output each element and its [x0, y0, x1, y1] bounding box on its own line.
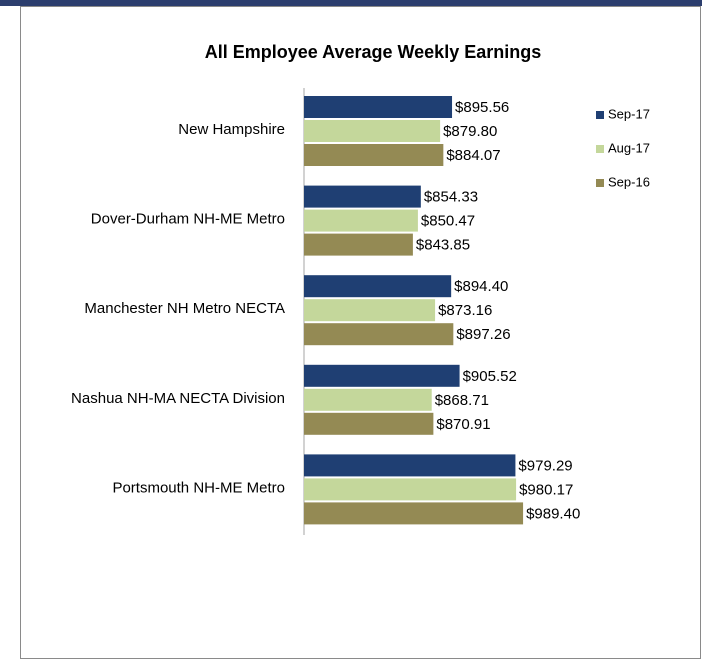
value-label: $895.56: [455, 99, 509, 116]
category-label: Manchester NH Metro NECTA: [84, 300, 285, 317]
legend-swatch: [596, 111, 604, 119]
bar: [304, 412, 434, 435]
value-label: $850.47: [421, 213, 475, 230]
bar: [304, 120, 441, 142]
bar: [304, 502, 524, 525]
bar: [304, 96, 453, 118]
bar: [304, 364, 460, 387]
value-label: $843.85: [416, 237, 470, 254]
value-label: $989.40: [526, 505, 580, 522]
chart-title: All Employee Average Weekly Earnings: [205, 42, 541, 62]
bar: [304, 323, 454, 346]
value-label: $873.16: [438, 302, 492, 319]
legend-swatch: [596, 179, 604, 187]
bar: [304, 144, 444, 166]
legend-label: Sep-16: [608, 174, 650, 189]
value-label: $905.52: [463, 368, 517, 385]
value-label: $868.71: [435, 392, 489, 409]
category-label: New Hampshire: [178, 121, 285, 138]
legend-swatch: [596, 145, 604, 153]
bar: [304, 388, 432, 411]
bar: [304, 478, 517, 501]
bar: [304, 233, 413, 256]
legend-label: Aug-17: [608, 140, 650, 155]
bar: [304, 209, 418, 232]
value-label: $979.29: [518, 457, 572, 474]
value-label: $854.33: [424, 189, 478, 206]
value-label: $980.17: [519, 481, 573, 498]
value-label: $884.07: [446, 147, 500, 164]
value-label: $897.26: [456, 326, 510, 343]
value-label: $894.40: [454, 278, 508, 295]
bar: [304, 299, 436, 322]
value-label: $870.91: [436, 416, 490, 433]
category-label: Portsmouth NH-ME Metro: [112, 479, 285, 496]
value-label: $879.80: [443, 123, 497, 140]
bar: [304, 454, 516, 477]
bar: [304, 275, 452, 298]
category-label: Dover-Durham NH-ME Metro: [91, 211, 285, 228]
top-band: [0, 0, 702, 6]
legend-label: Sep-17: [608, 106, 650, 121]
bar: [304, 185, 421, 208]
category-label: Nashua NH-MA NECTA Division: [71, 390, 285, 407]
